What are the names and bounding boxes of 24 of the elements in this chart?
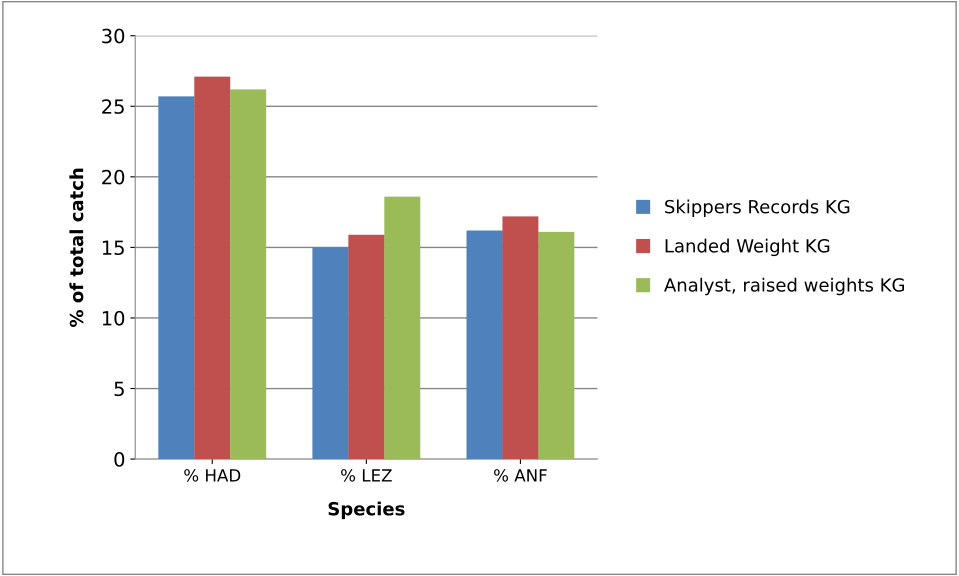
y-tick-label: 15 (102, 240, 124, 256)
x-tick-label: % LEZ (341, 469, 392, 482)
y-tick-label: 20 (102, 170, 124, 184)
bar (230, 89, 266, 460)
x-tick-label: % HAD (184, 469, 240, 482)
y-axis-title: % of total catch (69, 168, 84, 327)
bar (384, 196, 420, 460)
bar (466, 230, 502, 460)
x-axis-title: Species (328, 502, 405, 520)
legend-label: Skippers Records KG (665, 200, 850, 217)
bar (158, 96, 194, 460)
x-tick-label: % ANF (494, 469, 547, 482)
bar (194, 76, 230, 460)
bar (502, 216, 538, 460)
y-tick-label: 30 (102, 28, 124, 44)
bar (348, 234, 384, 460)
y-tick-label: 5 (114, 382, 124, 396)
bar (538, 232, 574, 460)
legend-label: Analyst, raised weights KG (664, 278, 904, 296)
bar (312, 247, 348, 460)
y-tick-label: 25 (102, 99, 124, 114)
legend-label: Landed Weight KG (666, 238, 830, 256)
y-tick-label: 10 (102, 310, 124, 326)
y-tick-label: 0 (114, 452, 124, 467)
